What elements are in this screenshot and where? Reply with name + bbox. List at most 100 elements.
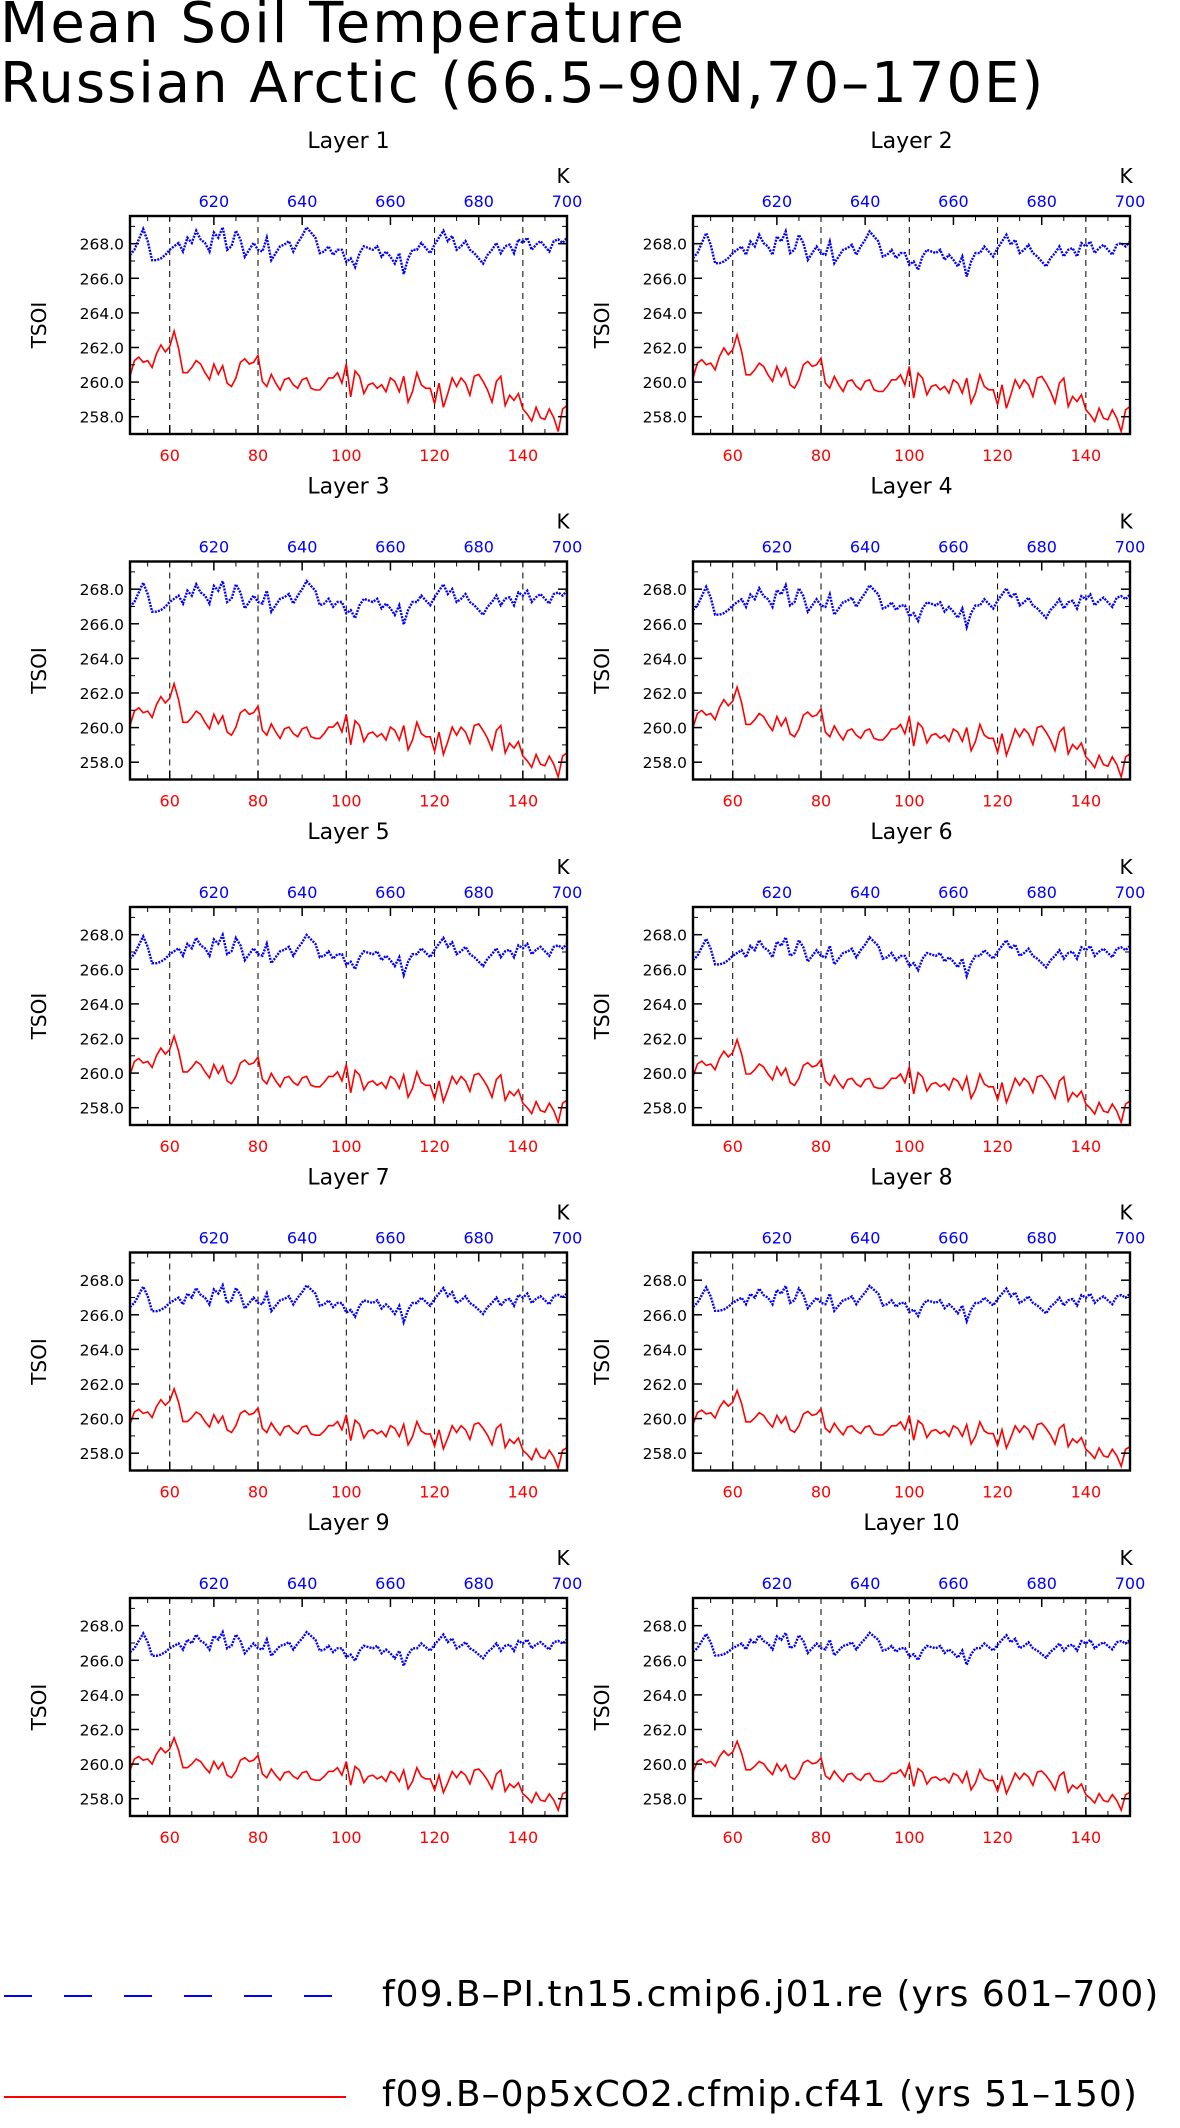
x-tick-label-top: 620 (199, 192, 230, 211)
series-line-blue (129, 931, 568, 980)
series-line-blue (692, 581, 1131, 632)
x-tick-label-top: 660 (938, 538, 969, 557)
legend-label-blue: f09.B–PI.tn15.cmip6.j01.re (yrs 601–700) (382, 1974, 1160, 2015)
x-tick-label-top: 640 (287, 1229, 318, 1248)
chart-subtitle-region: Russian Arctic (66.5–90N,70–170E) (0, 51, 1046, 116)
x-tick-label-bottom: 60 (160, 792, 180, 811)
series-line-blue (129, 1281, 568, 1327)
x-tick-label-top: 680 (463, 883, 494, 902)
x-tick-label-bottom: 100 (331, 1137, 362, 1156)
x-tick-label-bottom: 120 (982, 1137, 1013, 1156)
y-tick-label: 264.0 (80, 1687, 124, 1705)
x-tick-label-bottom: 60 (723, 446, 743, 465)
y-axis-label: TSOI (590, 647, 614, 695)
y-tick-label: 268.0 (643, 927, 687, 945)
y-tick-label: 258.0 (80, 409, 124, 427)
x-tick-label-top: 640 (287, 538, 318, 557)
x-tick-label-bottom: 100 (894, 1483, 925, 1502)
y-tick-label: 260.0 (80, 720, 124, 738)
y-tick-label: 262.0 (643, 1721, 687, 1739)
x-tick-label-top: 660 (938, 883, 969, 902)
x-tick-label-bottom: 120 (982, 1828, 1013, 1847)
y-tick-label: 262.0 (643, 1376, 687, 1394)
y-tick-label: 266.0 (643, 961, 687, 979)
panel-6: Layer 6 258.0 260.0 262.0 264.0 266.0 268.0 TSO… (590, 820, 1145, 1156)
y-tick-label: 268.0 (80, 581, 124, 599)
x-tick-label-top: 620 (199, 538, 230, 557)
y-tick-label: 266.0 (80, 616, 124, 634)
x-tick-label-bottom: 100 (331, 792, 362, 811)
x-tick-label-top: 680 (463, 538, 494, 557)
x-tick-label-top: 680 (1026, 883, 1057, 902)
panel-1: Layer 1 258.0 260.0 262.0 264.0 266.0 268.0 TSO… (27, 129, 582, 465)
panel-title: Layer 5 (307, 820, 389, 845)
top-axis-unit: K (556, 510, 570, 534)
x-tick-label-bottom: 60 (160, 1137, 180, 1156)
series-line-red (129, 1033, 568, 1126)
y-tick-label: 260.0 (80, 374, 124, 392)
x-tick-label-bottom: 140 (1071, 1483, 1102, 1502)
x-tick-label-top: 700 (552, 1574, 583, 1593)
x-tick-label-top: 660 (375, 538, 406, 557)
series-line-red (129, 680, 568, 781)
x-tick-label-top: 700 (552, 192, 583, 211)
panel-title: Layer 3 (307, 475, 389, 500)
panel-5: Layer 5 258.0 260.0 262.0 264.0 266.0 268.0 TSO… (27, 820, 582, 1156)
panel-title: Layer 1 (307, 129, 389, 154)
x-tick-label-top: 640 (287, 883, 318, 902)
series-line-red (692, 1739, 1131, 1813)
x-tick-label-top: 620 (762, 883, 793, 902)
x-tick-label-top: 680 (1026, 1229, 1057, 1248)
x-tick-label-top: 660 (375, 1229, 406, 1248)
y-tick-label: 266.0 (80, 270, 124, 288)
panel-title: Layer 9 (307, 1511, 389, 1536)
y-axis-label: TSOI (590, 302, 614, 350)
y-tick-label: 258.0 (80, 1445, 124, 1463)
x-tick-label-top: 660 (938, 192, 969, 211)
y-tick-label: 258.0 (643, 1100, 687, 1118)
x-tick-label-bottom: 120 (982, 792, 1013, 811)
legend-entry-red: f09.B–0p5xCO2.cfmip.cf41 (yrs 51–150) (0, 2068, 1180, 2128)
y-axis-label: TSOI (590, 1684, 614, 1732)
x-tick-label-top: 700 (1115, 1229, 1146, 1248)
y-tick-label: 266.0 (643, 616, 687, 634)
plot-frame (691, 560, 1132, 781)
y-tick-label: 260.0 (643, 1065, 687, 1083)
y-tick-label: 264.0 (80, 650, 124, 668)
x-tick-label-bottom: 80 (811, 1483, 831, 1502)
x-tick-label-bottom: 80 (248, 1137, 268, 1156)
x-tick-label-top: 620 (199, 1229, 230, 1248)
x-tick-label-top: 680 (463, 1229, 494, 1248)
x-tick-label-top: 620 (199, 883, 230, 902)
x-tick-label-top: 700 (1115, 192, 1146, 211)
x-tick-label-top: 640 (850, 1574, 881, 1593)
x-tick-label-top: 680 (1026, 538, 1057, 557)
x-tick-label-bottom: 120 (982, 446, 1013, 465)
y-tick-label: 264.0 (643, 1341, 687, 1359)
x-tick-label-top: 660 (938, 1229, 969, 1248)
y-tick-label: 260.0 (80, 1756, 124, 1774)
y-tick-label: 264.0 (80, 1341, 124, 1359)
x-tick-label-bottom: 80 (811, 792, 831, 811)
y-tick-label: 266.0 (80, 1652, 124, 1670)
x-tick-label-top: 680 (1026, 1574, 1057, 1593)
x-tick-label-bottom: 80 (248, 792, 268, 811)
x-tick-label-bottom: 100 (331, 446, 362, 465)
plot-frame (691, 1596, 1132, 1818)
y-tick-label: 264.0 (80, 305, 124, 323)
y-tick-label: 262.0 (643, 1030, 687, 1048)
x-tick-label-top: 680 (463, 1574, 494, 1593)
series-line-blue (129, 1629, 568, 1670)
plot-frame (691, 905, 1132, 1127)
y-axis-label: TSOI (27, 302, 51, 350)
top-axis-unit: K (1119, 510, 1133, 534)
y-tick-label: 268.0 (643, 581, 687, 599)
x-tick-label-top: 660 (938, 1574, 969, 1593)
y-tick-label: 260.0 (643, 1756, 687, 1774)
y-tick-label: 264.0 (643, 650, 687, 668)
x-tick-label-top: 660 (375, 192, 406, 211)
plot-frame (128, 560, 569, 781)
top-axis-unit: K (1119, 164, 1133, 188)
series-line-red (129, 328, 568, 432)
